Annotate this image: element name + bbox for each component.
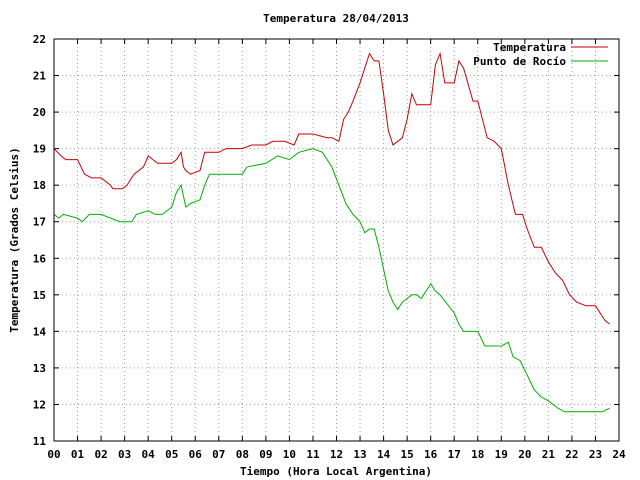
x-axis-label: Tiempo (Hora Local Argentina) xyxy=(240,465,432,478)
y-tick-label: 19 xyxy=(33,143,46,156)
legend-label: Punto de Rocío xyxy=(473,55,566,68)
x-tick-label: 23 xyxy=(589,448,602,461)
x-tick-label: 13 xyxy=(353,448,366,461)
y-tick-label: 20 xyxy=(33,106,46,119)
plot-frame xyxy=(53,38,620,442)
y-tick-label: 13 xyxy=(33,362,46,375)
y-axis-ticks: 11 12 13 14 15 16 17 18 19 20 21 22 xyxy=(33,33,619,448)
series-lines xyxy=(53,51,610,413)
x-tick-label: 05 xyxy=(165,448,178,461)
y-tick-label: 16 xyxy=(33,252,47,265)
x-tick-label: 15 xyxy=(401,448,414,461)
x-axis-ticks: 00 01 02 03 04 05 06 07 08 09 10 11 12 13 14 15 16 17 18 19… xyxy=(47,39,626,461)
x-tick-label: 20 xyxy=(518,448,531,461)
chart-title: Temperatura 28/04/2013 xyxy=(263,12,409,25)
x-tick-label: 22 xyxy=(565,448,578,461)
series-line-punto-de-rocio xyxy=(53,148,610,413)
x-tick-label: 08 xyxy=(236,448,249,461)
x-tick-label: 10 xyxy=(283,448,296,461)
y-tick-label: 17 xyxy=(33,216,46,229)
y-tick-label: 22 xyxy=(33,33,46,46)
x-tick-label: 21 xyxy=(542,448,556,461)
x-tick-label: 03 xyxy=(118,448,131,461)
x-tick-label: 16 xyxy=(424,448,438,461)
x-tick-label: 04 xyxy=(142,448,156,461)
x-tick-label: 12 xyxy=(330,448,343,461)
y-axis-label: Temperatura (Grados Celsius) xyxy=(8,147,21,332)
x-tick-label: 11 xyxy=(306,448,320,461)
y-tick-label: 18 xyxy=(33,179,46,192)
x-tick-label: 01 xyxy=(71,448,85,461)
x-tick-label: 14 xyxy=(377,448,391,461)
series-line-temperatura xyxy=(53,51,610,325)
y-tick-label: 15 xyxy=(33,289,46,302)
y-tick-label: 11 xyxy=(33,435,47,448)
y-tick-label: 21 xyxy=(33,70,47,83)
y-tick-label: 12 xyxy=(33,398,46,411)
x-tick-label: 00 xyxy=(47,448,60,461)
grid xyxy=(54,39,619,441)
x-tick-label: 24 xyxy=(612,448,626,461)
x-tick-label: 17 xyxy=(448,448,461,461)
x-tick-label: 02 xyxy=(94,448,107,461)
y-tick-label: 14 xyxy=(33,325,47,338)
x-tick-label: 18 xyxy=(471,448,484,461)
x-tick-label: 19 xyxy=(495,448,508,461)
legend-label: Temperatura xyxy=(493,41,566,54)
x-tick-label: 09 xyxy=(259,448,272,461)
x-tick-label: 06 xyxy=(189,448,203,461)
x-tick-label: 07 xyxy=(212,448,225,461)
